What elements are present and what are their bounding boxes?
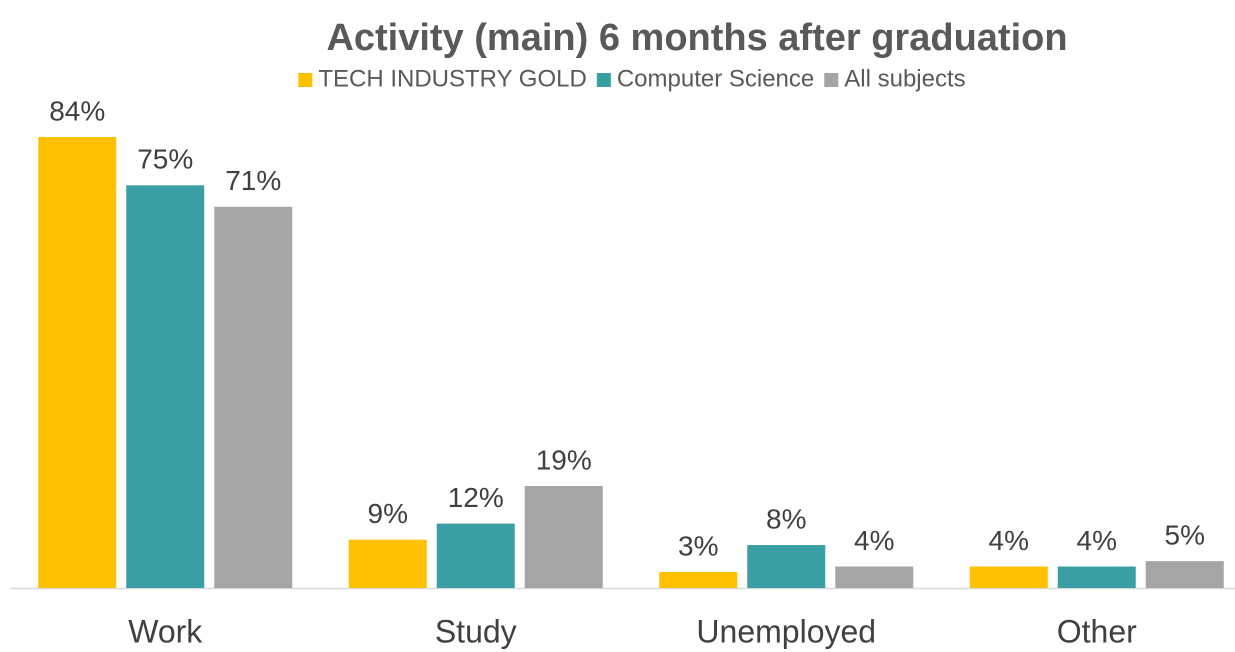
bar bbox=[524, 485, 603, 588]
data-label: 12% bbox=[448, 482, 504, 513]
bar bbox=[1145, 561, 1224, 588]
data-label: 71% bbox=[225, 165, 281, 196]
bar bbox=[436, 523, 515, 588]
legend-label: All subjects bbox=[844, 65, 965, 92]
legend-label: Computer Science bbox=[617, 65, 814, 92]
data-label: 5% bbox=[1165, 520, 1205, 551]
data-label: 75% bbox=[137, 144, 193, 175]
x-tick-label: Study bbox=[435, 613, 517, 649]
legend-swatch bbox=[824, 73, 839, 87]
bar bbox=[835, 566, 914, 588]
data-label: 4% bbox=[1077, 525, 1117, 556]
legend-swatch bbox=[596, 73, 611, 87]
data-label: 4% bbox=[854, 525, 894, 556]
bar bbox=[747, 545, 826, 588]
data-label: 8% bbox=[766, 503, 806, 534]
legend-swatch bbox=[298, 73, 313, 87]
x-tick-label: Other bbox=[1057, 613, 1137, 649]
chart-title: Activity (main) 6 months after graduatio… bbox=[326, 17, 1067, 59]
x-tick-label: Work bbox=[128, 613, 203, 649]
data-label: 4% bbox=[989, 525, 1029, 556]
bar bbox=[126, 185, 205, 589]
bar bbox=[348, 539, 427, 588]
bar bbox=[1057, 566, 1136, 588]
legend-label: TECH INDUSTRY GOLD bbox=[318, 65, 587, 92]
x-tick-label: Unemployed bbox=[696, 613, 876, 649]
data-label: 19% bbox=[536, 444, 592, 475]
bar bbox=[969, 566, 1048, 588]
data-label: 3% bbox=[678, 530, 718, 561]
bar bbox=[214, 206, 293, 589]
data-label: 9% bbox=[368, 498, 408, 529]
bar bbox=[38, 137, 117, 588]
bar bbox=[659, 571, 738, 588]
data-label: 84% bbox=[49, 95, 105, 126]
